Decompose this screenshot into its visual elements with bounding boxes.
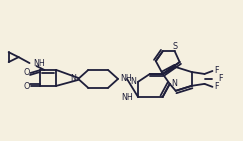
Text: O: O — [23, 82, 30, 91]
Text: N: N — [70, 74, 76, 83]
Text: NH: NH — [120, 74, 132, 83]
Text: F: F — [218, 74, 223, 83]
Text: F: F — [215, 67, 219, 75]
Text: NH: NH — [121, 93, 133, 102]
Text: NH: NH — [34, 59, 45, 68]
Text: N: N — [172, 79, 178, 88]
Text: N: N — [130, 77, 136, 86]
Text: F: F — [215, 82, 219, 91]
Text: O: O — [23, 69, 30, 77]
Text: S: S — [172, 42, 177, 51]
